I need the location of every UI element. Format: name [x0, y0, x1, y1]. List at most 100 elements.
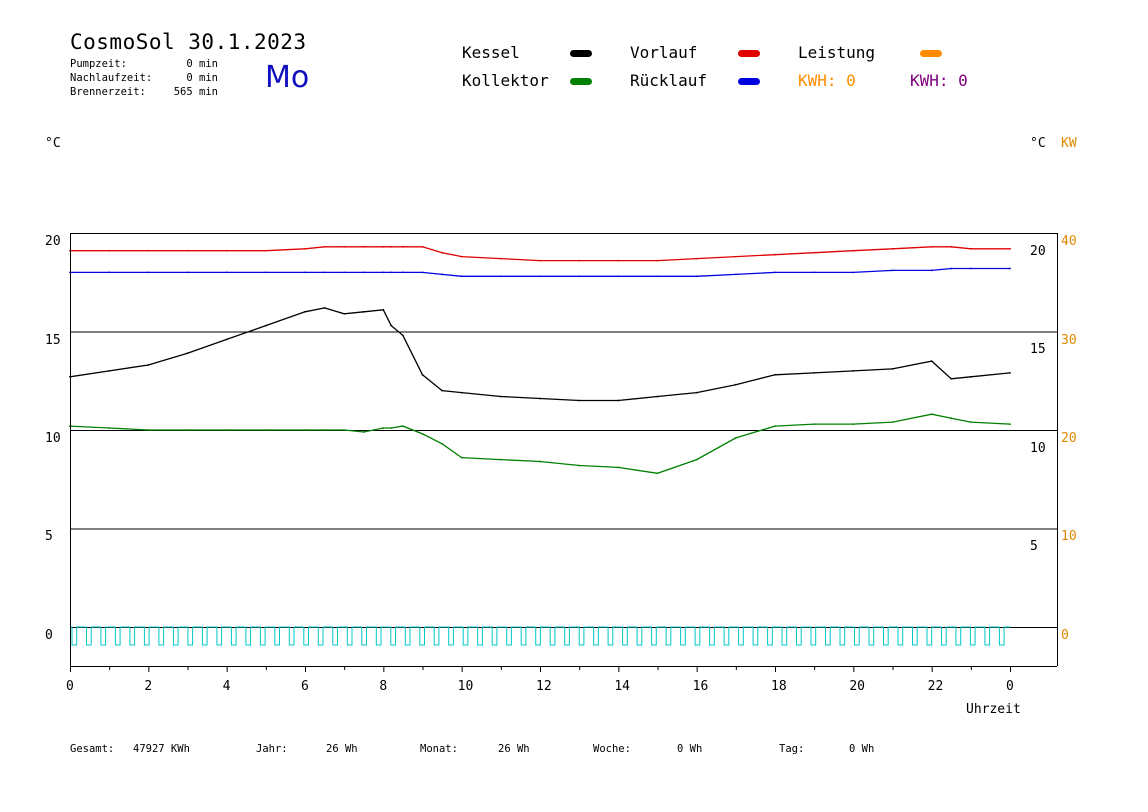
data-point — [147, 429, 150, 431]
data-point — [617, 466, 620, 469]
ytick-right-kw-20: 20 — [1061, 431, 1077, 446]
data-point — [323, 245, 326, 248]
data-point — [734, 437, 737, 439]
data-point — [421, 373, 424, 376]
footer-tag-value: 0 Wh — [849, 743, 875, 755]
ytick-left-10: 10 — [45, 431, 61, 446]
x-tick-label: 6 — [301, 679, 309, 694]
data-point — [460, 456, 463, 459]
data-point — [108, 370, 111, 372]
legend-kwh-purple: KWH: 0 — [910, 71, 968, 90]
data-point — [852, 423, 855, 425]
data-point — [774, 271, 776, 274]
data-point — [950, 245, 953, 248]
x-tick-label: 22 — [927, 679, 944, 694]
data-point — [539, 275, 541, 278]
data-point — [695, 458, 698, 461]
data-point — [617, 275, 620, 278]
data-point — [950, 267, 953, 270]
data-point — [695, 391, 698, 394]
ytick-left-20: 20 — [45, 234, 61, 249]
footer-gesamt-value: 47927 KWh — [133, 743, 190, 755]
x-tick-label: 8 — [379, 679, 388, 694]
data-point — [930, 360, 933, 362]
ytick-right-c-15: 15 — [1030, 342, 1046, 357]
data-point — [499, 257, 502, 260]
data-point — [402, 425, 404, 427]
data-point — [225, 249, 228, 252]
data-point — [774, 425, 776, 427]
data-point — [695, 257, 698, 260]
data-point — [402, 334, 404, 337]
data-point — [362, 310, 365, 313]
data-point — [656, 472, 659, 475]
legend-kessel-swatch — [570, 50, 592, 57]
legend-kwh-orange: KWH: 0 — [798, 71, 856, 90]
data-point — [578, 259, 581, 262]
data-point — [460, 391, 463, 394]
data-point — [969, 247, 972, 250]
data-point — [695, 275, 698, 278]
data-point — [225, 271, 228, 274]
data-point — [264, 429, 267, 431]
data-point — [186, 352, 189, 355]
data-point — [362, 245, 365, 248]
data-point — [852, 249, 855, 252]
data-point — [304, 271, 306, 274]
footer-jahr-label: Jahr: — [256, 743, 288, 755]
legend-kollektor-swatch — [570, 78, 592, 85]
data-point — [950, 417, 953, 420]
data-point — [499, 395, 502, 398]
data-point — [891, 421, 894, 423]
data-point — [734, 383, 737, 386]
data-point — [1009, 372, 1011, 374]
data-point — [382, 308, 385, 311]
stat-value-nachlaufzeit: 0 min — [186, 72, 218, 84]
data-point — [264, 271, 267, 274]
data-point — [539, 259, 541, 262]
data-point — [813, 251, 816, 254]
data-point — [441, 251, 443, 254]
data-point — [1009, 247, 1011, 250]
data-point — [774, 373, 776, 376]
data-point — [390, 245, 393, 248]
x-tick-label: 2 — [144, 679, 153, 694]
data-point — [813, 423, 816, 425]
ytick-left-0: 0 — [45, 628, 53, 643]
data-point — [930, 245, 933, 248]
legend-vorlauf-swatch — [738, 50, 760, 57]
data-point — [734, 255, 737, 258]
data-point — [656, 259, 659, 262]
legend-ruecklauf-swatch — [738, 78, 760, 85]
data-point — [362, 431, 365, 433]
data-point — [382, 245, 385, 248]
ytick-right-kw-40: 40 — [1061, 234, 1077, 249]
stat-label-pumpzeit: Pumpzeit: — [70, 58, 127, 70]
data-point — [421, 433, 424, 435]
x-tick-label: 18 — [771, 679, 787, 694]
stat-label-nachlaufzeit: Nachlaufzeit: — [70, 72, 153, 84]
data-point — [441, 389, 443, 392]
data-point — [304, 429, 306, 431]
data-point — [362, 271, 365, 274]
data-point — [617, 259, 620, 262]
data-point — [390, 324, 393, 327]
data-point — [852, 271, 855, 274]
ytick-right-c-10: 10 — [1030, 441, 1046, 456]
legend-ruecklauf-label: Rücklauf — [630, 71, 708, 90]
data-point — [499, 275, 502, 278]
data-point — [421, 245, 424, 248]
data-point — [617, 399, 620, 402]
legend-kollektor-label: Kollektor — [462, 71, 549, 90]
x-tick-label: 12 — [536, 679, 552, 694]
data-point — [930, 413, 933, 416]
data-point — [390, 271, 393, 274]
footer-gesamt-label: Gesamt: — [70, 743, 115, 755]
data-point — [499, 458, 502, 461]
x-axis-label: Uhrzeit — [966, 702, 1021, 717]
data-point — [108, 249, 111, 252]
legend-vorlauf-label: Vorlauf — [630, 43, 698, 62]
x-tick-label: 0 — [66, 679, 74, 694]
data-point — [323, 271, 326, 274]
data-point — [304, 310, 306, 313]
